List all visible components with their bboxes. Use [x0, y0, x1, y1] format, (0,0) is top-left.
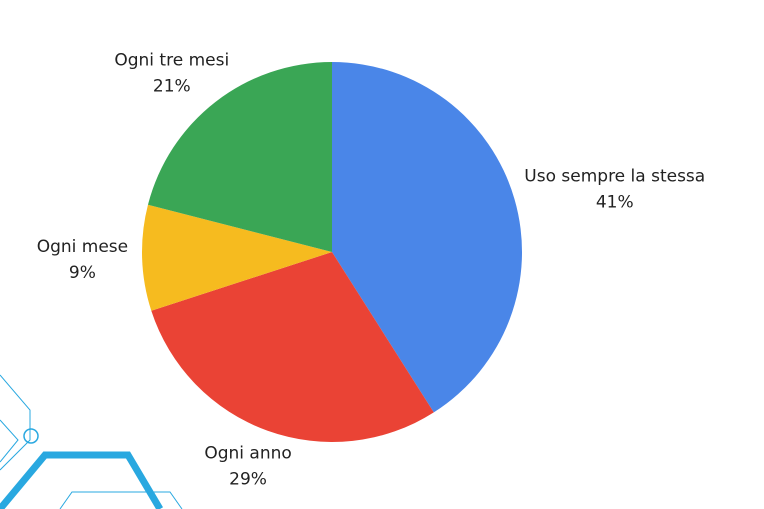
decor-line: [59, 491, 183, 509]
decor-line: [0, 374, 31, 471]
slice-value-label: 9%: [69, 263, 96, 283]
pie-slice: [147, 62, 332, 252]
pie-slice: [332, 62, 523, 413]
background-decoration: [0, 374, 183, 509]
slice-value-label: 29%: [229, 470, 267, 490]
decor-line: [0, 419, 19, 463]
slice-label: Ogni tre mesi: [114, 51, 229, 71]
slice-label: Uso sempre la stessa: [524, 167, 705, 187]
slice-label: Ogni mese: [37, 237, 128, 257]
decor-line: [0, 451, 164, 509]
slice-value-label: 21%: [153, 77, 191, 97]
slice-label: Ogni anno: [204, 444, 291, 464]
pie-slice: [141, 204, 332, 311]
decor-circle: [23, 428, 39, 444]
pie-slice: [151, 252, 434, 443]
slice-value-label: 41%: [596, 193, 634, 213]
